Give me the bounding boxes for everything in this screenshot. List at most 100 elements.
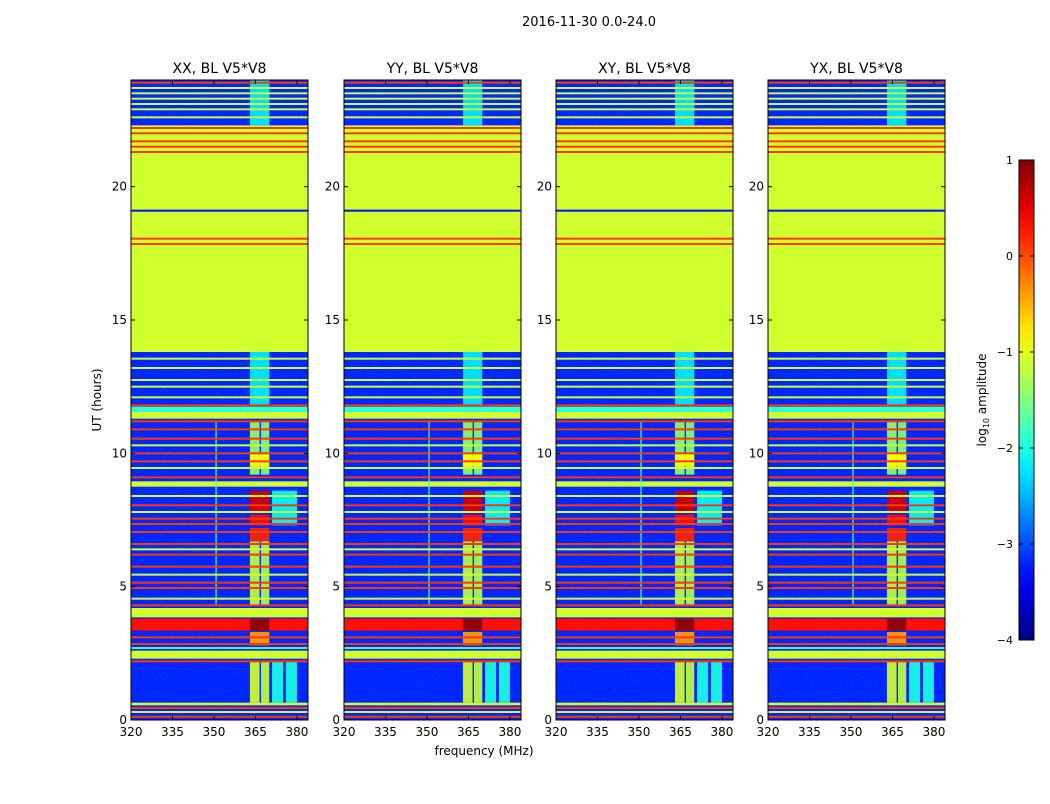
y-tick-label: 15 [749,313,764,327]
panel-title: XX, BL V5*V8 [173,61,267,77]
rfi-line [344,209,521,212]
noise-texture [131,80,308,126]
rfi-block [249,661,260,703]
rfi-line [768,437,945,440]
rfi-block [710,661,722,703]
rfi-block [897,661,907,703]
rfi-line [556,108,733,111]
full-band [556,650,733,659]
rfi-line [768,715,945,718]
rfi-line [768,604,945,607]
x-tick-label: 320 [333,725,356,739]
rfi-line [131,711,308,713]
rfi-block [428,421,430,606]
rfi-line [131,587,308,589]
y-tick-label: 20 [749,180,764,194]
rfi-line [131,396,308,399]
rfi-line [768,428,945,431]
rfi-block [674,528,695,542]
x-tick-label: 320 [545,725,568,739]
rfi-line [768,587,945,589]
rfi-line [131,87,308,89]
rfi-line [131,428,308,431]
colorbar-tick-label: 1 [1006,154,1013,167]
rfi-line [768,103,945,105]
rfi-line [344,553,521,556]
noise-texture [344,80,521,126]
rfi-line [556,428,733,431]
panel-title: XY, BL V5*V8 [598,61,691,77]
rfi-line [344,597,521,600]
rfi-block [498,661,510,703]
rfi-line [768,237,945,240]
rfi-line [768,367,945,369]
colorbar-tick-label: −3 [997,538,1013,551]
rfi-line [344,237,521,240]
rfi-line [768,452,945,455]
full-band [344,406,521,412]
rfi-line [344,367,521,369]
rfi-block [886,528,907,542]
rfi-block [249,80,270,126]
colorbar-tick-label: 0 [1006,250,1013,263]
rfi-line [344,452,521,455]
panel-yy: YY, BL V5*V8 320 335 350 365 380 0 5 10 15 20 [325,61,522,739]
rfi-line [768,495,945,497]
rfi-block [886,514,907,526]
rfi-block [260,661,270,703]
rfi-line [344,87,521,89]
rfi-line [556,103,733,105]
rfi-line [131,116,308,119]
rfi-line [344,636,521,639]
rfi-block [897,421,907,475]
rfi-block [852,421,854,606]
rfi-line [131,237,308,240]
rfi-line [131,553,308,556]
rfi-line [131,140,308,143]
rfi-line [556,531,733,533]
rfi-block [249,490,270,512]
rfi-block [886,80,907,126]
full-band [344,481,521,487]
rfi-line [556,420,733,423]
rfi-line [768,140,945,143]
rfi-line [131,523,308,525]
rfi-line [768,87,945,89]
rfi-line [556,467,733,469]
rfi-line [131,495,308,497]
rfi-block [685,661,695,703]
full-band [556,406,733,412]
rfi-line [131,420,308,423]
full-band [344,618,521,631]
colorbar-tick-label: −1 [997,346,1013,359]
rfi-block [260,421,270,475]
rfi-line [768,504,945,507]
rfi-line [131,437,308,440]
rfi-block [674,661,685,703]
rfi-block [249,352,270,406]
noise-texture [768,80,945,126]
rfi-line [344,517,521,520]
rfi-line [556,548,733,551]
rfi-block [249,541,260,606]
y-tick-label: 10 [325,446,340,460]
full-band [768,412,945,419]
y-tick-label: 20 [325,180,340,194]
rfi-line [768,573,945,576]
rfi-line [768,543,945,545]
rfi-block [886,618,907,631]
rfi-line [768,151,945,153]
full-band [768,481,945,487]
rfi-line [344,543,521,545]
rfi-block [462,80,483,126]
rfi-line [131,573,308,576]
rfi-line [768,523,945,525]
rfi-block [674,632,695,646]
rfi-line [131,132,308,135]
rfi-line [131,636,308,639]
rfi-line [131,385,308,388]
rfi-line [556,243,733,245]
rfi-line [131,643,308,645]
rfi-line [131,209,308,212]
